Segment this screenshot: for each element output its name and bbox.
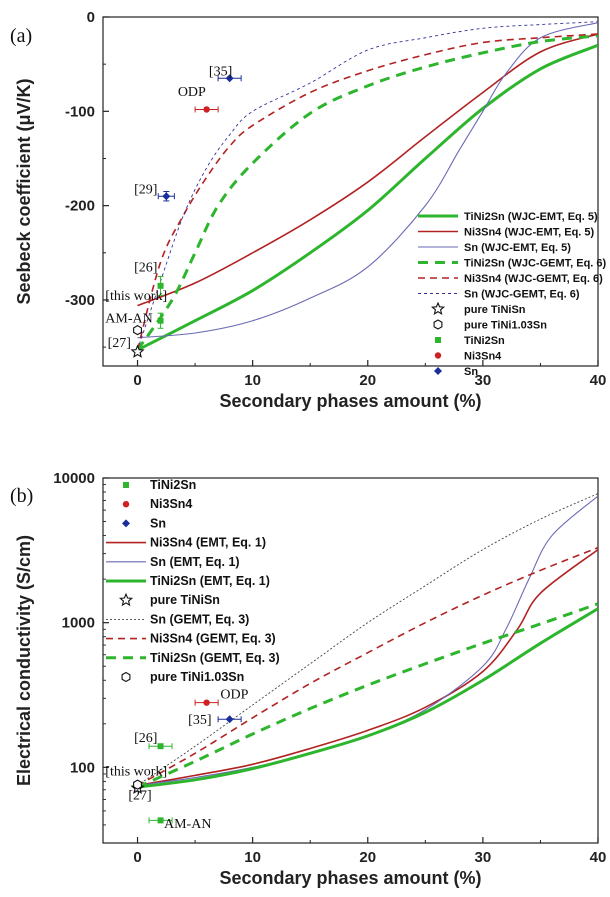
annotation-this-work: [this work] [105,764,167,779]
legend-marker-tini2sn [123,482,129,488]
x-tick-label: 10 [244,372,261,389]
series-line-ni3sn4-emt-eq-1 [137,548,598,787]
legend-label-tini2sn-wjc-gemt-eq-6: TiNi2Sn (WJC-GEMT, Eq. 6) [464,258,607,270]
y-tick-label: -100 [65,103,95,120]
legend-label-ni3sn4-emt-eq-1: Ni3Sn4 (EMT, Eq. 1) [150,536,266,550]
series-line-ni3sn4-wjc-emt-eq-5 [137,33,598,307]
panel-label-0: (a) [10,25,32,47]
legend-label-sn-gemt-eq-3: Sn (GEMT, Eq. 3) [150,612,249,626]
series-line-sn-wjc-emt-eq-5 [137,22,598,339]
x-tick-label: 30 [475,372,492,389]
series-group-1 [136,493,598,789]
plot-area-0 [102,16,599,367]
series-line-sn-emt-eq-1 [137,495,598,786]
x-tick-label: 40 [590,372,607,389]
legend-label-tini2sn: TiNi2Sn [150,478,196,492]
legend-label-sn-emt-eq-1: Sn (EMT, Eq. 1) [150,555,240,569]
series-line-tini2sn-gemt-eq-3 [136,602,598,789]
legend-marker-ni3sn4 [122,501,130,508]
legend-label-ni3sn4: Ni3Sn4 [464,351,502,363]
series-group-0 [136,21,598,352]
legend-marker-pure-tinisn [430,301,446,316]
x-axis-label: Secondary phases amount (%) [219,868,481,888]
data-point-ni3sn4 [203,699,210,706]
legend-marker-sn [434,367,442,375]
legend-marker-pure-tinisn [118,592,134,607]
legend-marker-sn [122,519,130,528]
legend-label-ni3sn4-gemt-eq-3: Ni3Sn4 (GEMT, Eq. 3) [150,632,276,646]
series-line-tini2sn-emt-eq-1 [137,607,598,789]
legend-label-sn-wjc-gemt-eq-6: Sn (WJC-GEMT, Eq. 6) [464,289,580,301]
data-point-pure-tini1-03sn [133,779,142,790]
legend-marker-pure-tini1-03sn [121,671,131,683]
y-tick-label: 0 [87,9,95,26]
annotation-27: [27] [128,788,151,803]
data-point-tini2sn [157,317,164,324]
y-tick-label: 100 [70,759,95,776]
data-point-sn [225,74,234,83]
data-point-tini2sn [157,743,164,750]
legend-label-tini2sn-gemt-eq-3: TiNi2Sn (GEMT, Eq. 3) [150,651,280,665]
annotation-odp: ODP [220,687,248,702]
series-line-sn-gemt-eq-3 [137,493,598,786]
legend-marker-tini2sn [435,337,441,343]
data-point-sn [162,192,171,201]
y-tick-label: 1000 [62,615,95,632]
annotation-this-work: [this work] [105,289,167,304]
y-tick-label: -300 [65,292,95,309]
y-tick-label: 10000 [53,470,95,487]
annotation-am-an: AM-AN [164,817,211,832]
series-line-tini2sn-wjc-emt-eq-5 [136,43,598,352]
data-point-tini2sn [157,817,164,824]
y-axis-label: Electrical conductivity (S/cm) [14,535,34,786]
legend-label-sn-wjc-emt-eq-5: Sn (WJC-EMT, Eq. 5) [464,242,571,254]
annotation-26: [26] [134,731,157,746]
annotation-26: [26] [134,261,157,276]
series-line-sn-wjc-gemt-eq-6 [137,21,598,351]
annotation-35: [35] [209,64,232,79]
plot-area-1 [102,477,599,844]
annotation-odp: ODP [178,85,206,100]
series-line-ni3sn4-gemt-eq-3 [137,546,598,787]
legend-label-ni3sn4: Ni3Sn4 [150,497,192,511]
legend-label-ni3sn4-wjc-emt-eq-5: Ni3Sn4 (WJC-EMT, Eq. 5) [464,227,595,239]
legend-label-pure-tinisn: pure TiNiSn [150,593,220,607]
x-tick-label: 20 [359,372,376,389]
legend-label-ni3sn4-wjc-gemt-eq-6: Ni3Sn4 (WJC-GEMT, Eq. 6) [464,273,603,285]
x-tick-label: 40 [590,849,607,866]
y-tick-label: -200 [65,198,95,215]
annotation-am-an: AM-AN [105,312,152,327]
x-axis-label: Secondary phases amount (%) [219,391,481,411]
data-point-tini2sn [157,282,164,289]
legend-label-tini2sn-wjc-emt-eq-5: TiNi2Sn (WJC-EMT, Eq. 5) [464,211,598,223]
legend-label-sn: Sn [150,516,166,530]
legend-marker-ni3sn4 [434,352,442,359]
legend-label-tini2sn-emt-eq-1: TiNi2Sn (EMT, Eq. 1) [150,574,270,588]
x-tick-label: 10 [244,849,261,866]
legend-label-pure-tini1-03sn: pure TiNi1.03Sn [150,670,244,684]
annotation-27: [27] [108,336,131,351]
data-point-pure-tini1-03sn [133,325,142,336]
panel-label-1: (b) [10,485,33,507]
legend-marker-pure-tini1-03sn [433,319,443,330]
data-point-sn [225,715,234,724]
x-tick-label: 0 [133,372,141,389]
annotation-35: [35] [188,713,211,728]
y-axis-label: Seebeck coefficient (μV/K) [14,78,34,304]
legend-label-tini2sn: TiNi2Sn [464,335,505,347]
series-line-ni3sn4-wjc-gemt-eq-6 [136,33,598,351]
legend-label-pure-tinisn: pure TiNiSn [464,304,526,316]
legend-label-pure-tini1-03sn: pure TiNi1.03Sn [464,320,547,332]
x-tick-label: 30 [475,849,492,866]
x-tick-label: 0 [133,849,141,866]
annotation-29: [29] [134,182,157,197]
x-tick-label: 20 [359,849,376,866]
legend-label-sn: Sn [464,366,478,378]
series-line-tini2sn-wjc-gemt-eq-6 [136,34,598,351]
data-point-ni3sn4 [203,106,210,113]
data-point-pure-tinisn [130,344,145,358]
